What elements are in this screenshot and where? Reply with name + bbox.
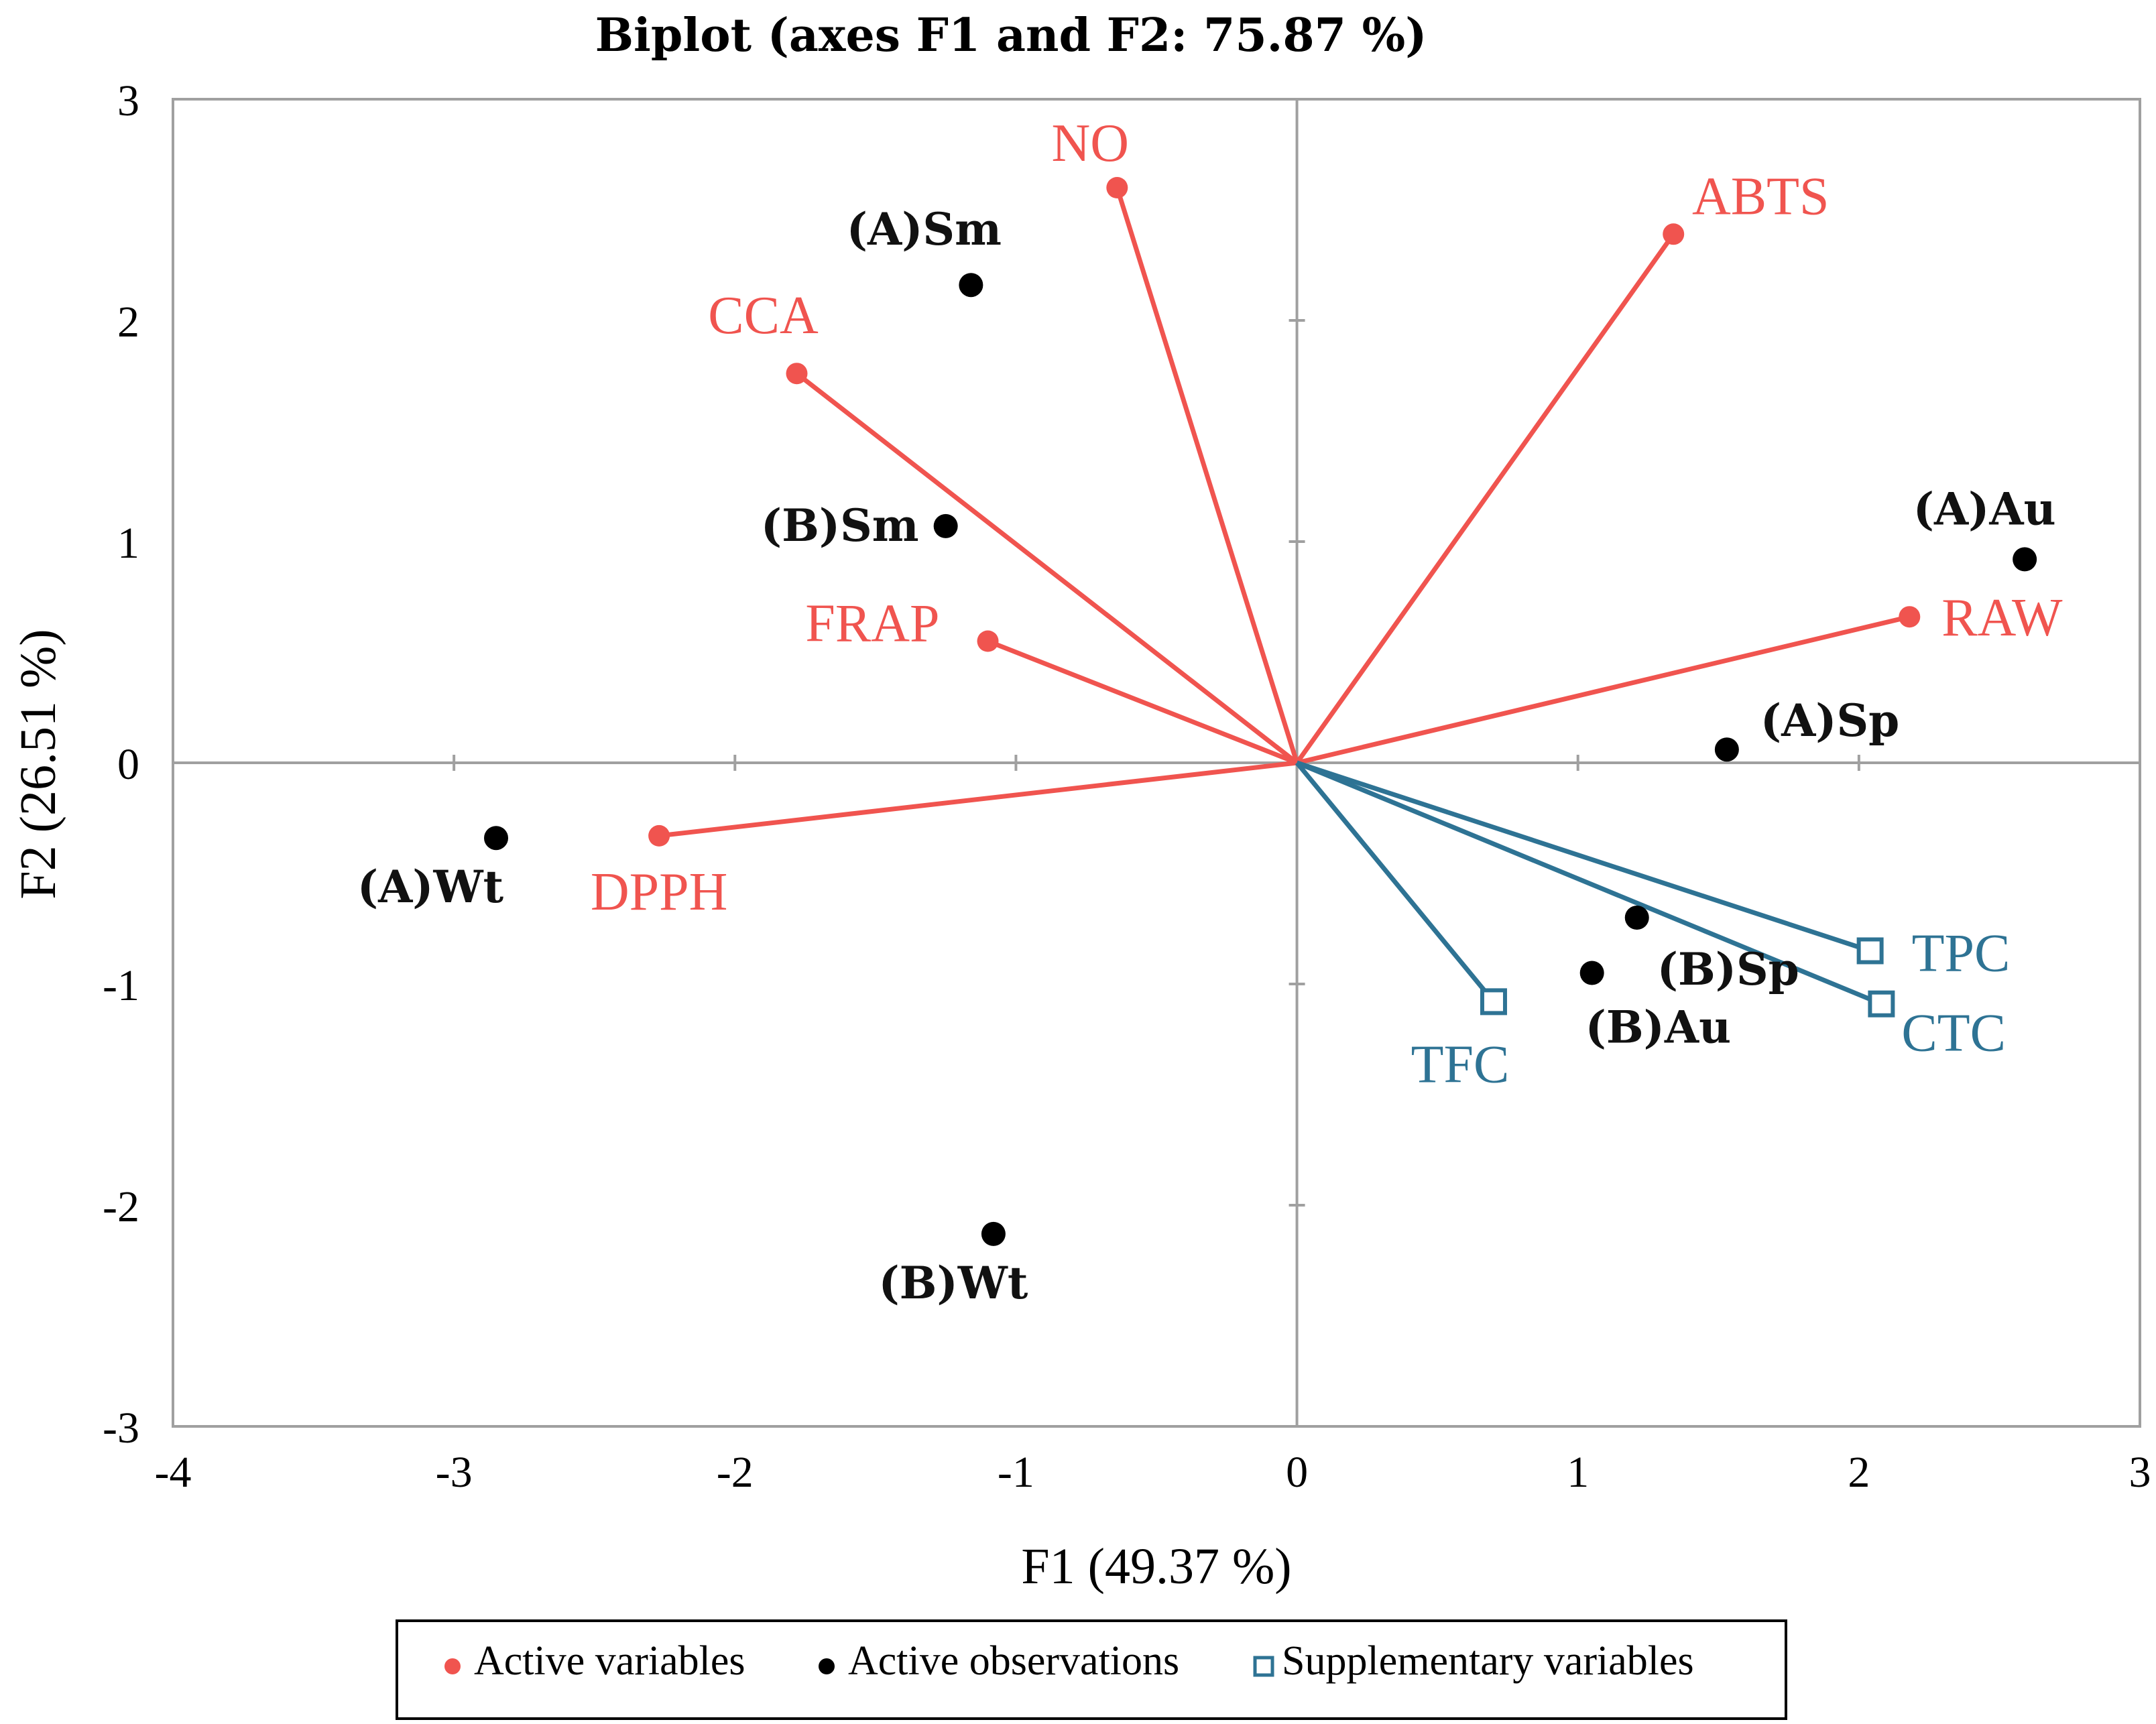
vector-layer <box>658 186 1911 1006</box>
legend-active-observations-marker <box>819 1658 835 1674</box>
y-tick-label: 0 <box>117 740 139 789</box>
legend-supplementary-variables-marker <box>1253 1656 1274 1677</box>
point-frap <box>977 630 999 652</box>
vector-dpph <box>658 760 1297 839</box>
y-tick-label: 2 <box>117 298 139 347</box>
observation-bwt <box>981 1221 1006 1246</box>
observation-label-aau: (A)Au <box>1913 483 2056 535</box>
vector-raw <box>1296 614 1911 765</box>
observation-asm <box>959 273 983 298</box>
point-layer <box>484 177 2037 1246</box>
y-tick-label: 3 <box>117 76 139 125</box>
vector-no <box>1114 186 1299 764</box>
observation-label-bsp: (B)Sp <box>1657 943 1799 995</box>
label-tfc: TFC <box>1411 1035 1510 1094</box>
x-tick-label: 2 <box>1848 1448 1870 1497</box>
y-tick-label: -1 <box>103 961 139 1010</box>
observation-label-asp: (A)Sp <box>1760 694 1899 747</box>
observation-label-bau: (B)Au <box>1585 1001 1731 1054</box>
point-tfc <box>1480 988 1507 1015</box>
legend-active-variables-label: Active variables <box>474 1638 745 1684</box>
observation-label-asm: (A)Sm <box>847 203 1002 255</box>
point-abts <box>1663 223 1685 245</box>
observation-aau <box>2013 547 2037 572</box>
chart-title: Biplot (axes F1 and F2: 75.87 %) <box>595 9 1427 62</box>
observation-awt <box>484 826 509 851</box>
observation-bsp <box>1624 906 1649 930</box>
observation-asp <box>1714 737 1739 762</box>
label-ctc: CTC <box>1901 1004 2006 1063</box>
label-no: NO <box>1052 114 1130 173</box>
x-tick-label: 3 <box>2129 1448 2151 1497</box>
point-raw <box>1899 606 1921 628</box>
legend-active-variables-marker <box>444 1658 461 1674</box>
legend-active-observations-label: Active observations <box>848 1638 1179 1684</box>
observation-label-bsm: (B)Sm <box>761 499 919 552</box>
point-label-layer: NO ABTS CCA FRAP RAW DPPH TPC CTC TFC (A)Sm (B)Sm (… <box>357 114 2063 1309</box>
label-abts: ABTS <box>1692 167 1830 226</box>
vector-tpc <box>1296 760 1871 953</box>
label-raw: RAW <box>1941 589 2063 648</box>
label-cca: CCA <box>708 286 819 345</box>
legend-frame <box>396 1619 1787 1720</box>
tick-label-layer: -4 -3 -2 -1 0 1 2 3 -3 -2 -1 0 1 2 3 <box>103 76 2151 1497</box>
point-ctc <box>1868 990 1895 1018</box>
vector-frap <box>987 639 1298 765</box>
x-tick-label: -2 <box>717 1448 754 1497</box>
vector-tfc <box>1295 761 1496 1003</box>
y-tick-label: -2 <box>103 1182 139 1231</box>
legend-supplementary-variables-label: Supplementary variables <box>1282 1638 1694 1684</box>
x-tick-label: -4 <box>155 1448 192 1497</box>
observation-label-bwt: (B)Wt <box>878 1257 1028 1309</box>
vector-ctc <box>1296 760 1882 1006</box>
observation-bau <box>1579 961 1604 985</box>
axis-layer <box>172 98 2141 1428</box>
observation-bsm <box>933 513 958 538</box>
label-tpc: TPC <box>1912 924 2011 983</box>
point-no <box>1106 177 1128 198</box>
legend: Active variables Active observations Sup… <box>396 1619 1787 1720</box>
point-cca <box>786 363 808 385</box>
label-dpph: DPPH <box>591 863 728 922</box>
y-tick-label: 1 <box>117 519 139 568</box>
point-dpph <box>648 824 670 847</box>
observation-label-awt: (A)Wt <box>357 861 504 913</box>
x-tick-label: -3 <box>436 1448 473 1497</box>
x-tick-label: 1 <box>1567 1448 1589 1497</box>
x-tick-label: 0 <box>1286 1448 1308 1497</box>
point-tpc <box>1856 937 1884 965</box>
vector-cca <box>795 371 1299 765</box>
x-axis-title: F1 (49.37 %) <box>1021 1538 1291 1595</box>
y-tick-label: -3 <box>103 1404 139 1453</box>
vector-abts <box>1295 233 1676 765</box>
label-frap: FRAP <box>805 595 939 654</box>
x-tick-label: -1 <box>998 1448 1034 1497</box>
y-axis-title: F2 (26.51 %) <box>10 629 66 899</box>
